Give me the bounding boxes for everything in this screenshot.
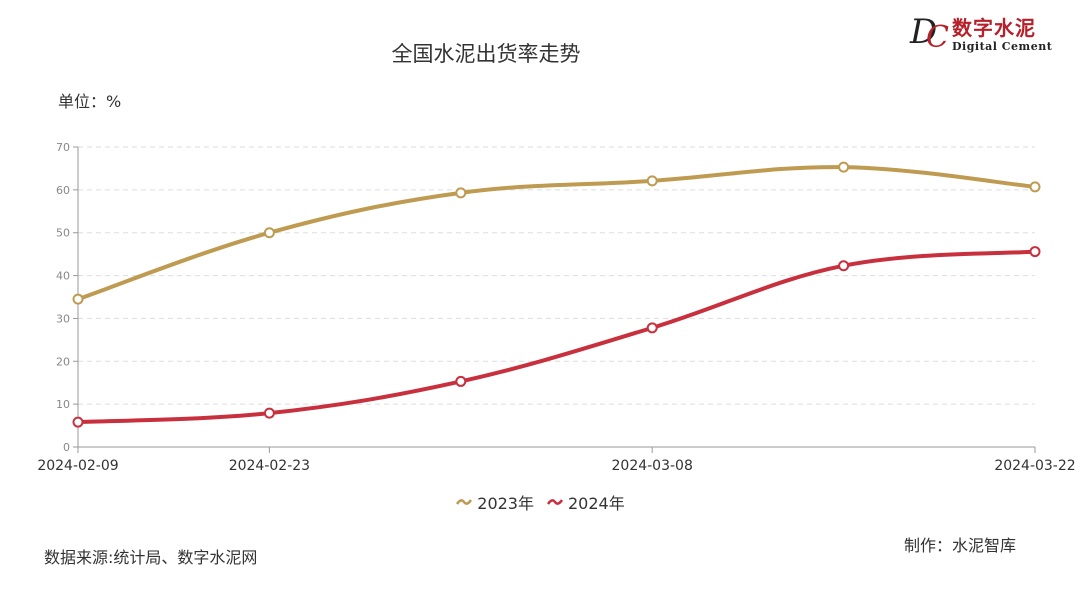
y-tick-label: 60 [56, 184, 70, 197]
credit: 制作：水泥智库 [904, 536, 1017, 555]
unit-label: 单位：% [58, 92, 122, 111]
x-tick-label: 2024-03-22 [994, 458, 1075, 474]
y-tick-label: 50 [56, 227, 70, 240]
legend-swatch-2024-icon [546, 499, 564, 505]
logo-name-en: Digital Cement [952, 40, 1053, 53]
logo-name-cn: 数字水泥 [952, 16, 1036, 40]
data-point-2023 [72, 293, 84, 305]
x-tick-label: 2024-02-09 [37, 458, 118, 474]
logo-letter-c: C [926, 20, 949, 55]
data-source: 数据来源:统计局、数字水泥网 [44, 548, 258, 567]
x-tick-label: 2024-02-23 [229, 458, 310, 474]
series-line-2023 [76, 165, 1037, 302]
data-point-2024 [455, 375, 467, 387]
x-tick-label: 2024-03-08 [612, 458, 693, 474]
data-point-2023 [263, 227, 275, 239]
data-point-2024 [263, 407, 275, 419]
legend[interactable]: 2023年 2024年 [0, 490, 1080, 514]
y-tick-label: 40 [56, 270, 70, 283]
y-tick-label: 30 [56, 312, 70, 325]
data-point-2023 [838, 161, 850, 173]
data-point-2023 [1029, 181, 1041, 193]
legend-label-2024: 2024年 [568, 494, 625, 513]
logo-letter-d: D [910, 12, 938, 52]
y-tick-label: 0 [63, 441, 70, 454]
legend-label-2023: 2023年 [477, 494, 534, 513]
y-tick-label: 70 [56, 141, 70, 154]
y-tick-label: 20 [56, 355, 70, 368]
legend-item-2023[interactable]: 2023年 [455, 490, 534, 514]
data-point-2024 [1029, 246, 1041, 258]
series-line-2024 [76, 249, 1037, 425]
y-tick-label: 10 [56, 398, 70, 411]
data-point-2024 [838, 260, 850, 272]
data-point-2024 [646, 322, 658, 334]
legend-swatch-2023-icon [456, 499, 473, 505]
legend-item-2024[interactable]: 2024年 [546, 490, 625, 514]
data-point-2024 [72, 416, 84, 428]
data-point-2023 [455, 187, 467, 199]
data-point-2023 [646, 175, 658, 187]
brand-logo: D C 数字水泥 Digital Cement [906, 10, 1066, 58]
chart-title: 全国水泥出货率走势 [391, 42, 581, 66]
